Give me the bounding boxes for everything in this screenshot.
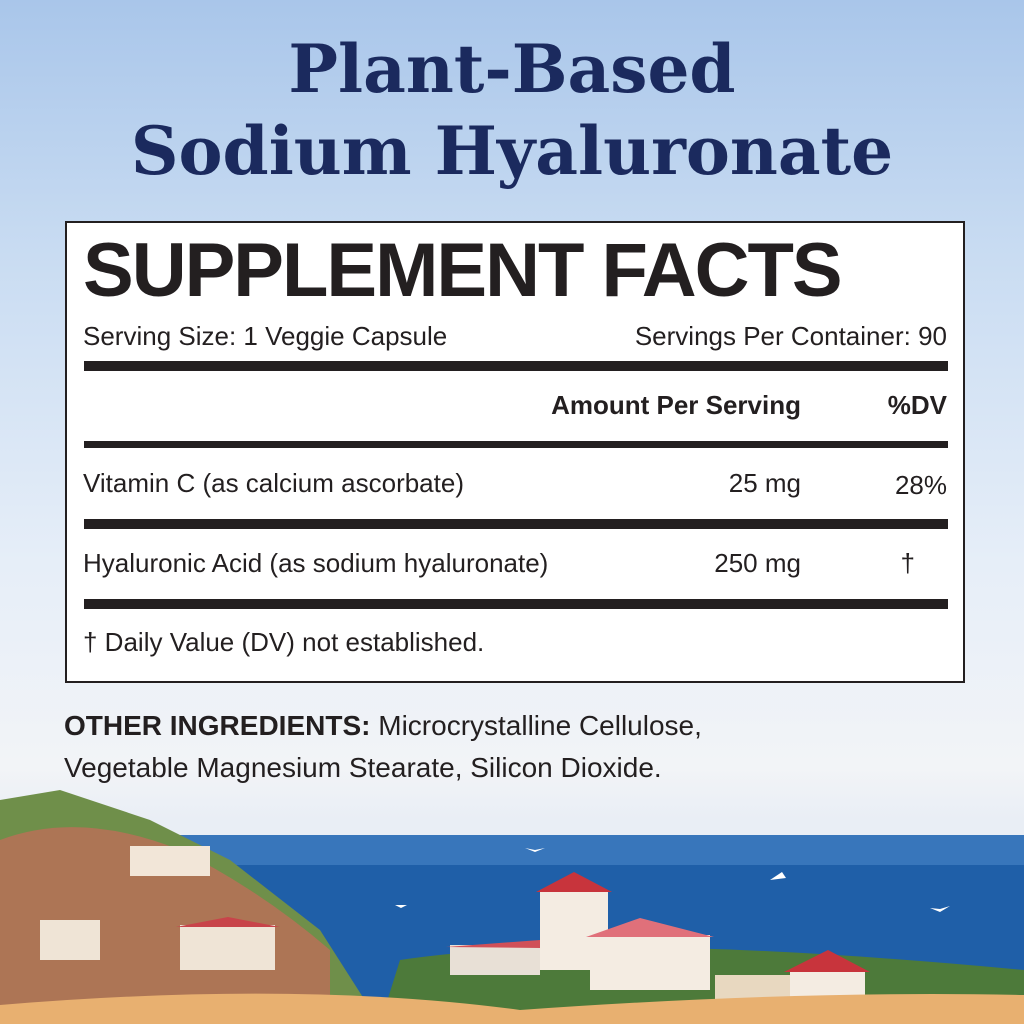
other-ingredients-text-2: Vegetable Magnesium Stearate, Silicon Di… [64,752,662,783]
divider [84,361,948,371]
supplement-facts-panel: SUPPLEMENT FACTS Serving Size: 1 Veggie … [65,221,965,683]
roof [536,872,612,892]
row-name: Hyaluronic Acid (as sodium hyaluronate) [83,548,549,578]
divider [84,441,948,448]
house [130,846,210,876]
row-amount: 25 mg [728,468,801,498]
house [40,920,100,960]
servings-per-container: Servings Per Container: 90 [634,321,947,351]
divider [84,519,948,529]
house [590,935,710,990]
row-amount: 250 mg [714,548,801,578]
title-line-2: Sodium Hyaluronate [130,112,894,190]
foreground-flowers [0,993,1024,1024]
footnote: † Daily Value (DV) not established. [83,627,485,657]
col-dv-header: %DV [887,390,947,420]
roof [176,917,280,927]
row-dv: 28% [894,470,947,500]
row-dv: † [900,548,915,578]
facts-heading: SUPPLEMENT FACTS [83,228,843,313]
col-amount-header: Amount Per Serving [551,390,801,420]
trees [0,827,330,1024]
coastal-landscape-illustration [0,790,1024,1024]
roof [784,950,870,972]
divider [84,599,948,609]
other-ingredients: OTHER INGREDIENTS: Microcrystalline Cell… [64,705,702,789]
row-name: Vitamin C (as calcium ascorbate) [83,468,464,498]
serving-size: Serving Size: 1 Veggie Capsule [83,321,448,351]
seagulls [395,848,950,912]
other-ingredients-label: OTHER INGREDIENTS: [64,710,371,741]
title-line-1: Plant-Based [288,30,736,108]
house [450,945,540,975]
other-ingredients-text: Microcrystalline Cellulose, [370,710,702,741]
roof [446,940,540,948]
roof [586,918,714,937]
house [180,925,275,970]
